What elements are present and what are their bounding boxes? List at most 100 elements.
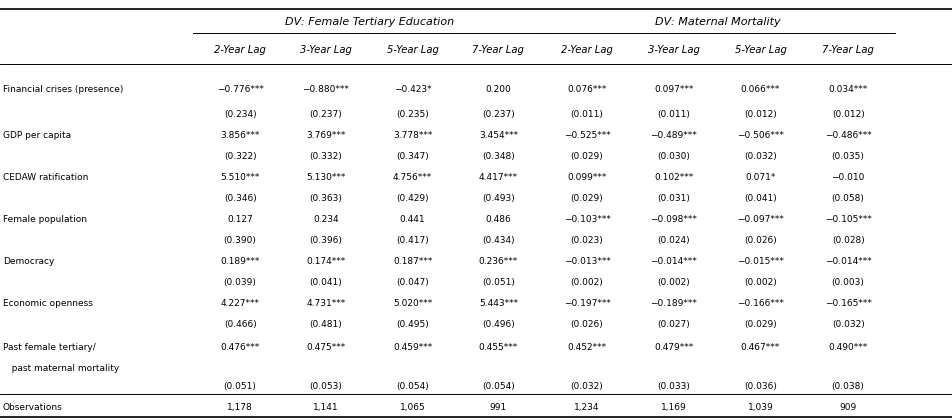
Text: 2-Year Lag: 2-Year Lag xyxy=(561,45,612,55)
Text: −0.423*: −0.423* xyxy=(393,85,431,94)
Text: 0.127: 0.127 xyxy=(227,215,253,224)
Text: 3.856***: 3.856*** xyxy=(220,131,260,140)
Text: −0.014***: −0.014*** xyxy=(823,257,871,266)
Text: −0.189***: −0.189*** xyxy=(649,299,697,308)
Text: −0.506***: −0.506*** xyxy=(736,131,783,140)
Text: (0.237): (0.237) xyxy=(482,110,514,119)
Text: (0.053): (0.053) xyxy=(309,382,342,391)
Text: −0.010: −0.010 xyxy=(830,173,864,182)
Text: past maternal mortality: past maternal mortality xyxy=(3,364,119,373)
Text: 0.479***: 0.479*** xyxy=(653,343,693,352)
Text: 0.452***: 0.452*** xyxy=(566,343,606,352)
Text: (0.429): (0.429) xyxy=(396,194,428,203)
Text: DV: Female Tertiary Education: DV: Female Tertiary Education xyxy=(285,17,453,27)
Text: (0.023): (0.023) xyxy=(570,236,603,245)
Text: GDP per capita: GDP per capita xyxy=(3,131,70,140)
Text: 3.778***: 3.778*** xyxy=(392,131,432,140)
Text: −0.776***: −0.776*** xyxy=(216,85,264,94)
Text: (0.495): (0.495) xyxy=(396,320,428,329)
Text: (0.054): (0.054) xyxy=(396,382,428,391)
Text: (0.038): (0.038) xyxy=(831,382,863,391)
Text: (0.481): (0.481) xyxy=(309,320,342,329)
Text: (0.058): (0.058) xyxy=(831,194,863,203)
Text: (0.039): (0.039) xyxy=(224,278,256,287)
Text: 1,065: 1,065 xyxy=(399,403,426,412)
Text: 1,039: 1,039 xyxy=(746,403,773,412)
Text: (0.417): (0.417) xyxy=(396,236,428,245)
Text: Past female tertiary/: Past female tertiary/ xyxy=(3,343,95,352)
Text: Democracy: Democracy xyxy=(3,257,54,266)
Text: (0.493): (0.493) xyxy=(482,194,514,203)
Text: 0.066***: 0.066*** xyxy=(740,85,780,94)
Text: (0.032): (0.032) xyxy=(831,320,863,329)
Text: 4.417***: 4.417*** xyxy=(478,173,518,182)
Text: 0.102***: 0.102*** xyxy=(653,173,693,182)
Text: −0.525***: −0.525*** xyxy=(563,131,610,140)
Text: (0.026): (0.026) xyxy=(570,320,603,329)
Text: (0.003): (0.003) xyxy=(831,278,863,287)
Text: −0.880***: −0.880*** xyxy=(302,85,349,94)
Text: (0.031): (0.031) xyxy=(657,194,689,203)
Text: (0.234): (0.234) xyxy=(224,110,256,119)
Text: (0.322): (0.322) xyxy=(224,152,256,161)
Text: 0.099***: 0.099*** xyxy=(566,173,606,182)
Text: (0.363): (0.363) xyxy=(309,194,342,203)
Text: −0.166***: −0.166*** xyxy=(736,299,783,308)
Text: Economic openness: Economic openness xyxy=(3,299,92,308)
Text: (0.332): (0.332) xyxy=(309,152,342,161)
Text: CEDAW ratification: CEDAW ratification xyxy=(3,173,89,182)
Text: 5.443***: 5.443*** xyxy=(478,299,518,308)
Text: 4.756***: 4.756*** xyxy=(392,173,432,182)
Text: 3.454***: 3.454*** xyxy=(478,131,518,140)
Text: 0.236***: 0.236*** xyxy=(478,257,518,266)
Text: (0.496): (0.496) xyxy=(482,320,514,329)
Text: (0.051): (0.051) xyxy=(482,278,514,287)
Text: 0.490***: 0.490*** xyxy=(827,343,867,352)
Text: Female population: Female population xyxy=(3,215,87,224)
Text: 0.441: 0.441 xyxy=(400,215,425,224)
Text: (0.047): (0.047) xyxy=(396,278,428,287)
Text: 3.769***: 3.769*** xyxy=(306,131,346,140)
Text: (0.029): (0.029) xyxy=(570,152,603,161)
Text: (0.028): (0.028) xyxy=(831,236,863,245)
Text: (0.346): (0.346) xyxy=(224,194,256,203)
Text: (0.032): (0.032) xyxy=(570,382,603,391)
Text: 5.020***: 5.020*** xyxy=(392,299,432,308)
Text: −0.197***: −0.197*** xyxy=(563,299,610,308)
Text: 1,141: 1,141 xyxy=(313,403,338,412)
Text: 4.227***: 4.227*** xyxy=(221,299,259,308)
Text: 0.189***: 0.189*** xyxy=(220,257,260,266)
Text: (0.002): (0.002) xyxy=(570,278,603,287)
Text: (0.035): (0.035) xyxy=(831,152,863,161)
Text: (0.032): (0.032) xyxy=(744,152,776,161)
Text: 0.200: 0.200 xyxy=(485,85,511,94)
Text: (0.051): (0.051) xyxy=(224,382,256,391)
Text: 1,169: 1,169 xyxy=(660,403,686,412)
Text: (0.347): (0.347) xyxy=(396,152,428,161)
Text: DV: Maternal Mortality: DV: Maternal Mortality xyxy=(654,17,780,27)
Text: −0.098***: −0.098*** xyxy=(649,215,697,224)
Text: 0.475***: 0.475*** xyxy=(306,343,346,352)
Text: 5-Year Lag: 5-Year Lag xyxy=(734,45,785,55)
Text: 0.486: 0.486 xyxy=(485,215,511,224)
Text: 3-Year Lag: 3-Year Lag xyxy=(647,45,699,55)
Text: (0.012): (0.012) xyxy=(744,110,776,119)
Text: (0.041): (0.041) xyxy=(744,194,776,203)
Text: 1,178: 1,178 xyxy=(227,403,253,412)
Text: 0.174***: 0.174*** xyxy=(306,257,346,266)
Text: −0.014***: −0.014*** xyxy=(649,257,697,266)
Text: −0.489***: −0.489*** xyxy=(649,131,697,140)
Text: 0.467***: 0.467*** xyxy=(740,343,780,352)
Text: (0.434): (0.434) xyxy=(482,236,514,245)
Text: 4.731***: 4.731*** xyxy=(306,299,346,308)
Text: −0.097***: −0.097*** xyxy=(736,215,783,224)
Text: −0.013***: −0.013*** xyxy=(563,257,610,266)
Text: (0.235): (0.235) xyxy=(396,110,428,119)
Text: 7-Year Lag: 7-Year Lag xyxy=(822,45,873,55)
Text: (0.026): (0.026) xyxy=(744,236,776,245)
Text: Financial crises (presence): Financial crises (presence) xyxy=(3,85,123,94)
Text: 5.510***: 5.510*** xyxy=(220,173,260,182)
Text: (0.011): (0.011) xyxy=(657,110,689,119)
Text: 0.071*: 0.071* xyxy=(744,173,775,182)
Text: (0.029): (0.029) xyxy=(744,320,776,329)
